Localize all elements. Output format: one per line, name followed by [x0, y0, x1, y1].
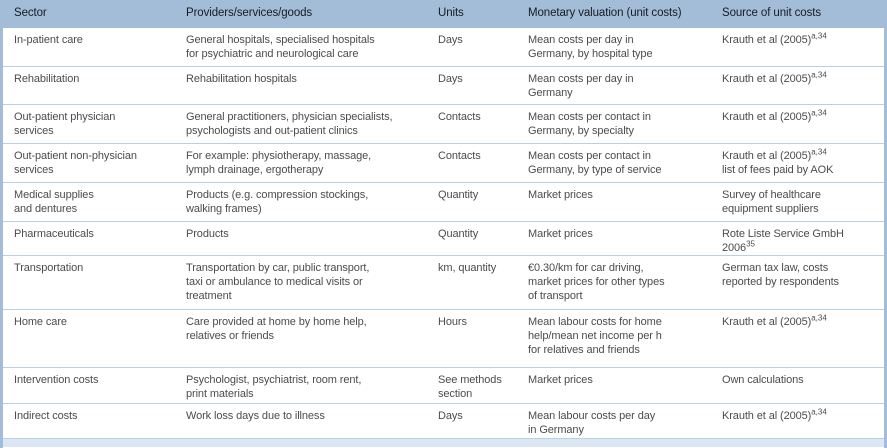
table-cell: Products	[186, 228, 229, 240]
table-cell: Market prices	[528, 228, 593, 240]
table-cell: General hospitals, specialised hospitals…	[186, 34, 375, 60]
table-cell: Krauth et al (2005)a,34 list of fees paid…	[722, 147, 834, 176]
table-cell: Care provided at home by home help, relat…	[186, 316, 367, 342]
table-cell: Krauth et al (2005)a,34	[722, 31, 827, 46]
table-row: Medical supplies and dentures Products (e.…	[3, 183, 884, 222]
table-cell: Days	[438, 73, 463, 85]
table-cell: Intervention costs	[14, 374, 99, 386]
table-cell: German tax law, costs reported by respond…	[722, 262, 839, 288]
table-cell: Mean labour costs for home help/mean net …	[528, 316, 662, 356]
table-row: Out-patient non-physician services For exa…	[3, 144, 884, 183]
table-row: Pharmaceuticals Products Quantity Market pr…	[3, 222, 884, 256]
table-right-border	[884, 0, 887, 448]
table-cell: Out-patient physician services	[14, 111, 116, 137]
table-cell: Rehabilitation hospitals	[186, 73, 297, 85]
table-row: In-patient care General hospitals, specia…	[3, 28, 884, 67]
table-cell: Krauth et al (2005)a,34	[722, 407, 827, 422]
table-cell: Transportation	[14, 262, 84, 274]
table-cell: Transportation by car, public transport,…	[186, 262, 370, 302]
table-cell: Hours	[438, 316, 467, 328]
table-cell: Mean labour costs per day in Germany	[528, 410, 656, 436]
table-header-row: Sector Providers/services/goods Units Monet…	[3, 0, 884, 28]
table-row: Intervention costs Psychologist, psychiat…	[3, 368, 884, 404]
table-cell: Contacts	[438, 150, 481, 162]
column-header: Source of unit costs	[722, 7, 821, 19]
table-cell: Mean costs per day in Germany	[528, 73, 634, 99]
table-cell: Own calculations	[722, 374, 804, 386]
column-header: Sector	[14, 7, 47, 19]
table-row: Rehabilitation Rehabilitation hospitals Da…	[3, 67, 884, 105]
table-cell: Krauth et al (2005)a,34	[722, 70, 827, 85]
table-row: Out-patient physician services General pra…	[3, 105, 884, 144]
table-cell: Mean costs per contact in Germany, by spe…	[528, 111, 651, 137]
table-cell: Quantity	[438, 228, 479, 240]
table-cell: Quantity	[438, 189, 479, 201]
table-cell: Mean costs per day in Germany, by hospita…	[528, 34, 653, 60]
table-cell: Days	[438, 34, 463, 46]
table-cell: Krauth et al (2005)a,34	[722, 108, 827, 123]
table-cell: Survey of healthcare equipment suppliers	[722, 189, 821, 215]
table-cell: Indirect costs	[14, 410, 78, 422]
table-cell: Work loss days due to illness	[186, 410, 325, 422]
table-cell: Home care	[14, 316, 67, 328]
table-row: Home care Care provided at home by home h…	[3, 310, 884, 368]
table-cell: See methods section	[438, 374, 502, 400]
table-cell: Psychologist, psychiatrist, room rent, pr…	[186, 374, 362, 400]
table-cell: Pharmaceuticals	[14, 228, 94, 240]
column-header: Units	[438, 7, 464, 19]
table-cell: km, quantity	[438, 262, 497, 274]
table-cell: For example: physiotherapy, massage, lymp…	[186, 150, 372, 176]
table-cell: Rote Liste Service GmbH 200635	[722, 228, 844, 254]
table-cell: Market prices	[528, 189, 593, 201]
column-header: Monetary valuation (unit costs)	[528, 7, 682, 19]
table-cell: Contacts	[438, 111, 481, 123]
table-cell: Market prices	[528, 374, 593, 386]
table-cell: Out-patient non-physician services	[14, 150, 137, 176]
table-bottom-strip	[3, 439, 884, 447]
table-cell: Mean costs per contact in Germany, by typ…	[528, 150, 662, 176]
table-row: Transportation Transportation by car, pub…	[3, 256, 884, 310]
table-cell: Days	[438, 410, 463, 422]
table-cell: Rehabilitation	[14, 73, 80, 85]
table-row: Indirect costs Work loss days due to illn…	[3, 404, 884, 439]
table-cell: Krauth et al (2005)a,34	[722, 313, 827, 328]
column-header: Providers/services/goods	[186, 7, 313, 19]
table-body: In-patient care General hospitals, specia…	[3, 28, 884, 439]
table-cell: General practitioners, physician special…	[186, 111, 393, 137]
table-left-border	[0, 0, 3, 448]
table-cell: Products (e.g. compression stockings, wal…	[186, 189, 369, 215]
table-cell: €0.30/km for car driving, market prices f…	[528, 262, 665, 302]
table-cell: In-patient care	[14, 34, 83, 46]
table-cell: Medical supplies and dentures	[14, 189, 94, 215]
